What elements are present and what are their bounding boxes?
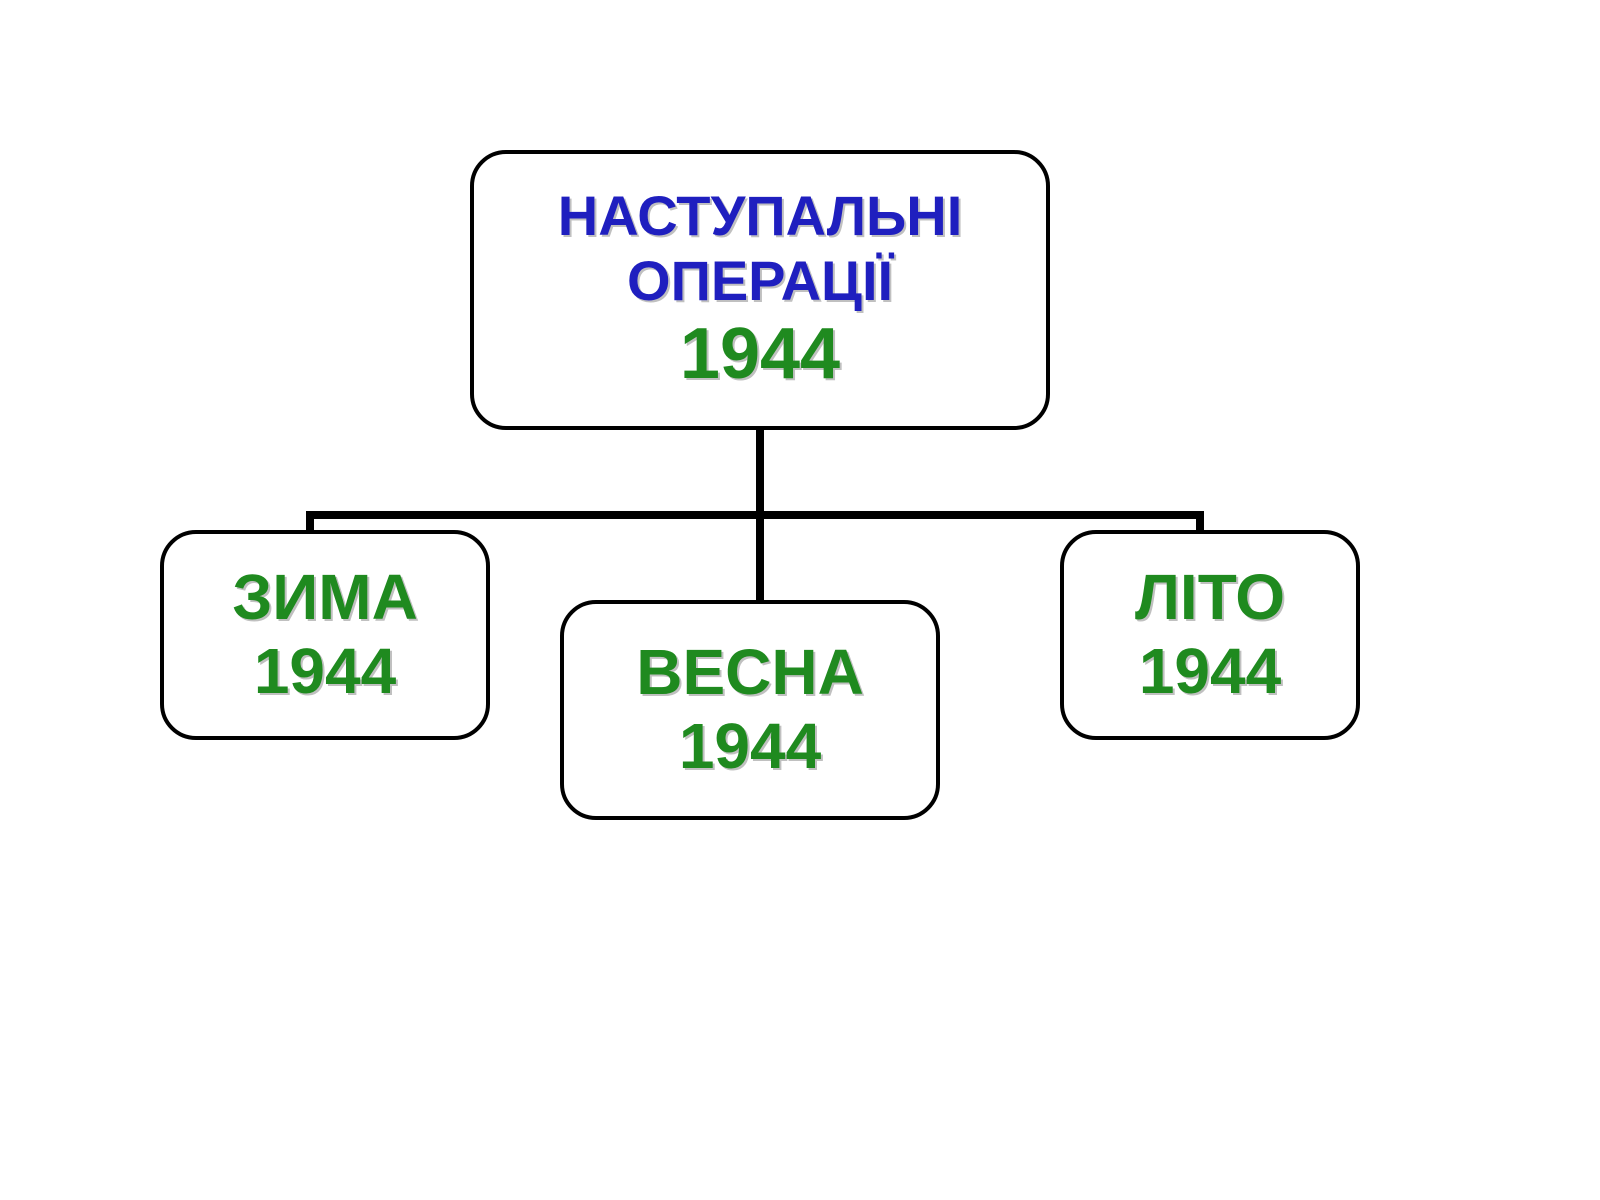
child-node-winter: ЗИМА 1944 [160,530,490,740]
child-line2: 1944 [679,710,821,784]
child-line1: ВЕСНА [636,636,864,710]
child-line1: ЛІТО [1135,561,1285,635]
root-title-line1: НАСТУПАЛЬНІ [558,184,963,248]
child-node-spring: ВЕСНА 1944 [560,600,940,820]
diagram-canvas: НАСТУПАЛЬНІ ОПЕРАЦІЇ 1944 ЗИМА 1944 ВЕСН… [0,0,1600,1200]
child-node-summer: ЛІТО 1944 [1060,530,1360,740]
child-line2: 1944 [1139,635,1281,709]
child-line2: 1944 [254,635,396,709]
root-year: 1944 [680,313,840,396]
root-node: НАСТУПАЛЬНІ ОПЕРАЦІЇ 1944 [470,150,1050,430]
root-title-line2: ОПЕРАЦІЇ [627,249,893,313]
child-line1: ЗИМА [232,561,418,635]
